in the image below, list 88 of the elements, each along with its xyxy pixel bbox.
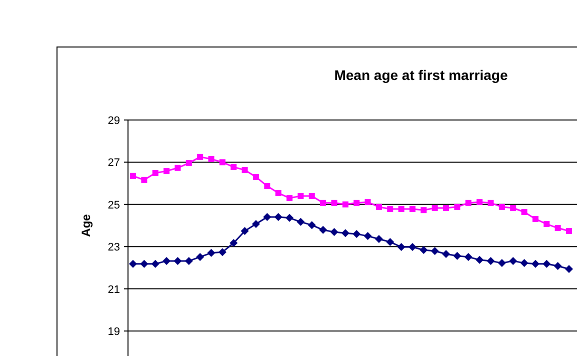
point — [566, 228, 572, 234]
point — [554, 262, 562, 270]
point — [252, 174, 259, 180]
point — [196, 252, 204, 261]
point — [319, 226, 328, 234]
y-axis-title: Age — [79, 214, 93, 237]
point — [354, 200, 360, 206]
point — [398, 206, 404, 212]
point — [219, 159, 226, 166]
point — [408, 243, 416, 252]
point — [510, 204, 516, 211]
point — [197, 154, 204, 160]
point — [565, 264, 573, 273]
point — [184, 256, 193, 265]
point — [152, 170, 158, 176]
point — [409, 206, 416, 212]
point — [554, 225, 561, 232]
point — [331, 200, 338, 206]
point — [544, 221, 550, 228]
y-tick-label: 21 — [108, 284, 120, 296]
point — [420, 207, 427, 214]
point — [376, 204, 382, 210]
point — [240, 226, 249, 235]
point — [397, 243, 406, 252]
point — [509, 256, 518, 265]
point — [296, 218, 305, 226]
point — [364, 232, 372, 240]
point — [174, 256, 182, 265]
point — [465, 200, 472, 206]
point — [151, 260, 160, 268]
point — [320, 200, 326, 206]
point — [141, 176, 148, 183]
point — [420, 246, 428, 254]
point — [453, 252, 462, 260]
point — [342, 201, 348, 208]
point — [464, 252, 472, 261]
y-tick-label: 19 — [108, 326, 120, 338]
point — [286, 214, 294, 222]
point — [532, 216, 538, 222]
y-tick-label: 25 — [108, 199, 120, 212]
point — [430, 247, 439, 256]
y-tick-label: 27 — [108, 157, 120, 170]
point — [476, 199, 483, 206]
point — [341, 229, 350, 238]
point — [230, 164, 237, 170]
point — [140, 260, 148, 268]
point — [162, 256, 171, 265]
point — [387, 206, 394, 212]
point — [432, 204, 438, 211]
point — [364, 199, 371, 206]
point — [521, 208, 528, 215]
point — [330, 228, 338, 236]
y-tick-label: 29 — [108, 115, 120, 127]
point — [186, 160, 192, 166]
point — [129, 260, 137, 268]
chart-title: Mean age at first marriage — [334, 67, 508, 83]
point — [542, 260, 551, 268]
point — [275, 190, 282, 196]
point — [352, 230, 361, 238]
point — [130, 172, 136, 179]
point — [218, 248, 226, 256]
point — [207, 248, 216, 257]
point — [308, 192, 315, 199]
point — [442, 250, 450, 258]
point — [374, 235, 383, 244]
point — [486, 256, 495, 265]
point — [252, 220, 260, 228]
point — [476, 256, 484, 264]
point — [298, 192, 304, 199]
point — [488, 200, 494, 206]
point — [242, 167, 248, 174]
point — [274, 213, 282, 222]
point — [531, 260, 540, 268]
point — [286, 195, 293, 202]
point — [386, 238, 394, 246]
point — [264, 183, 270, 190]
point — [454, 204, 460, 210]
point — [443, 204, 450, 211]
point — [263, 213, 272, 222]
point — [498, 204, 505, 210]
point — [174, 164, 181, 171]
point — [164, 168, 170, 174]
point — [520, 259, 528, 268]
point — [230, 239, 238, 248]
point — [208, 156, 214, 162]
point — [498, 259, 506, 268]
point — [308, 221, 316, 230]
y-tick-label: 23 — [108, 242, 120, 254]
